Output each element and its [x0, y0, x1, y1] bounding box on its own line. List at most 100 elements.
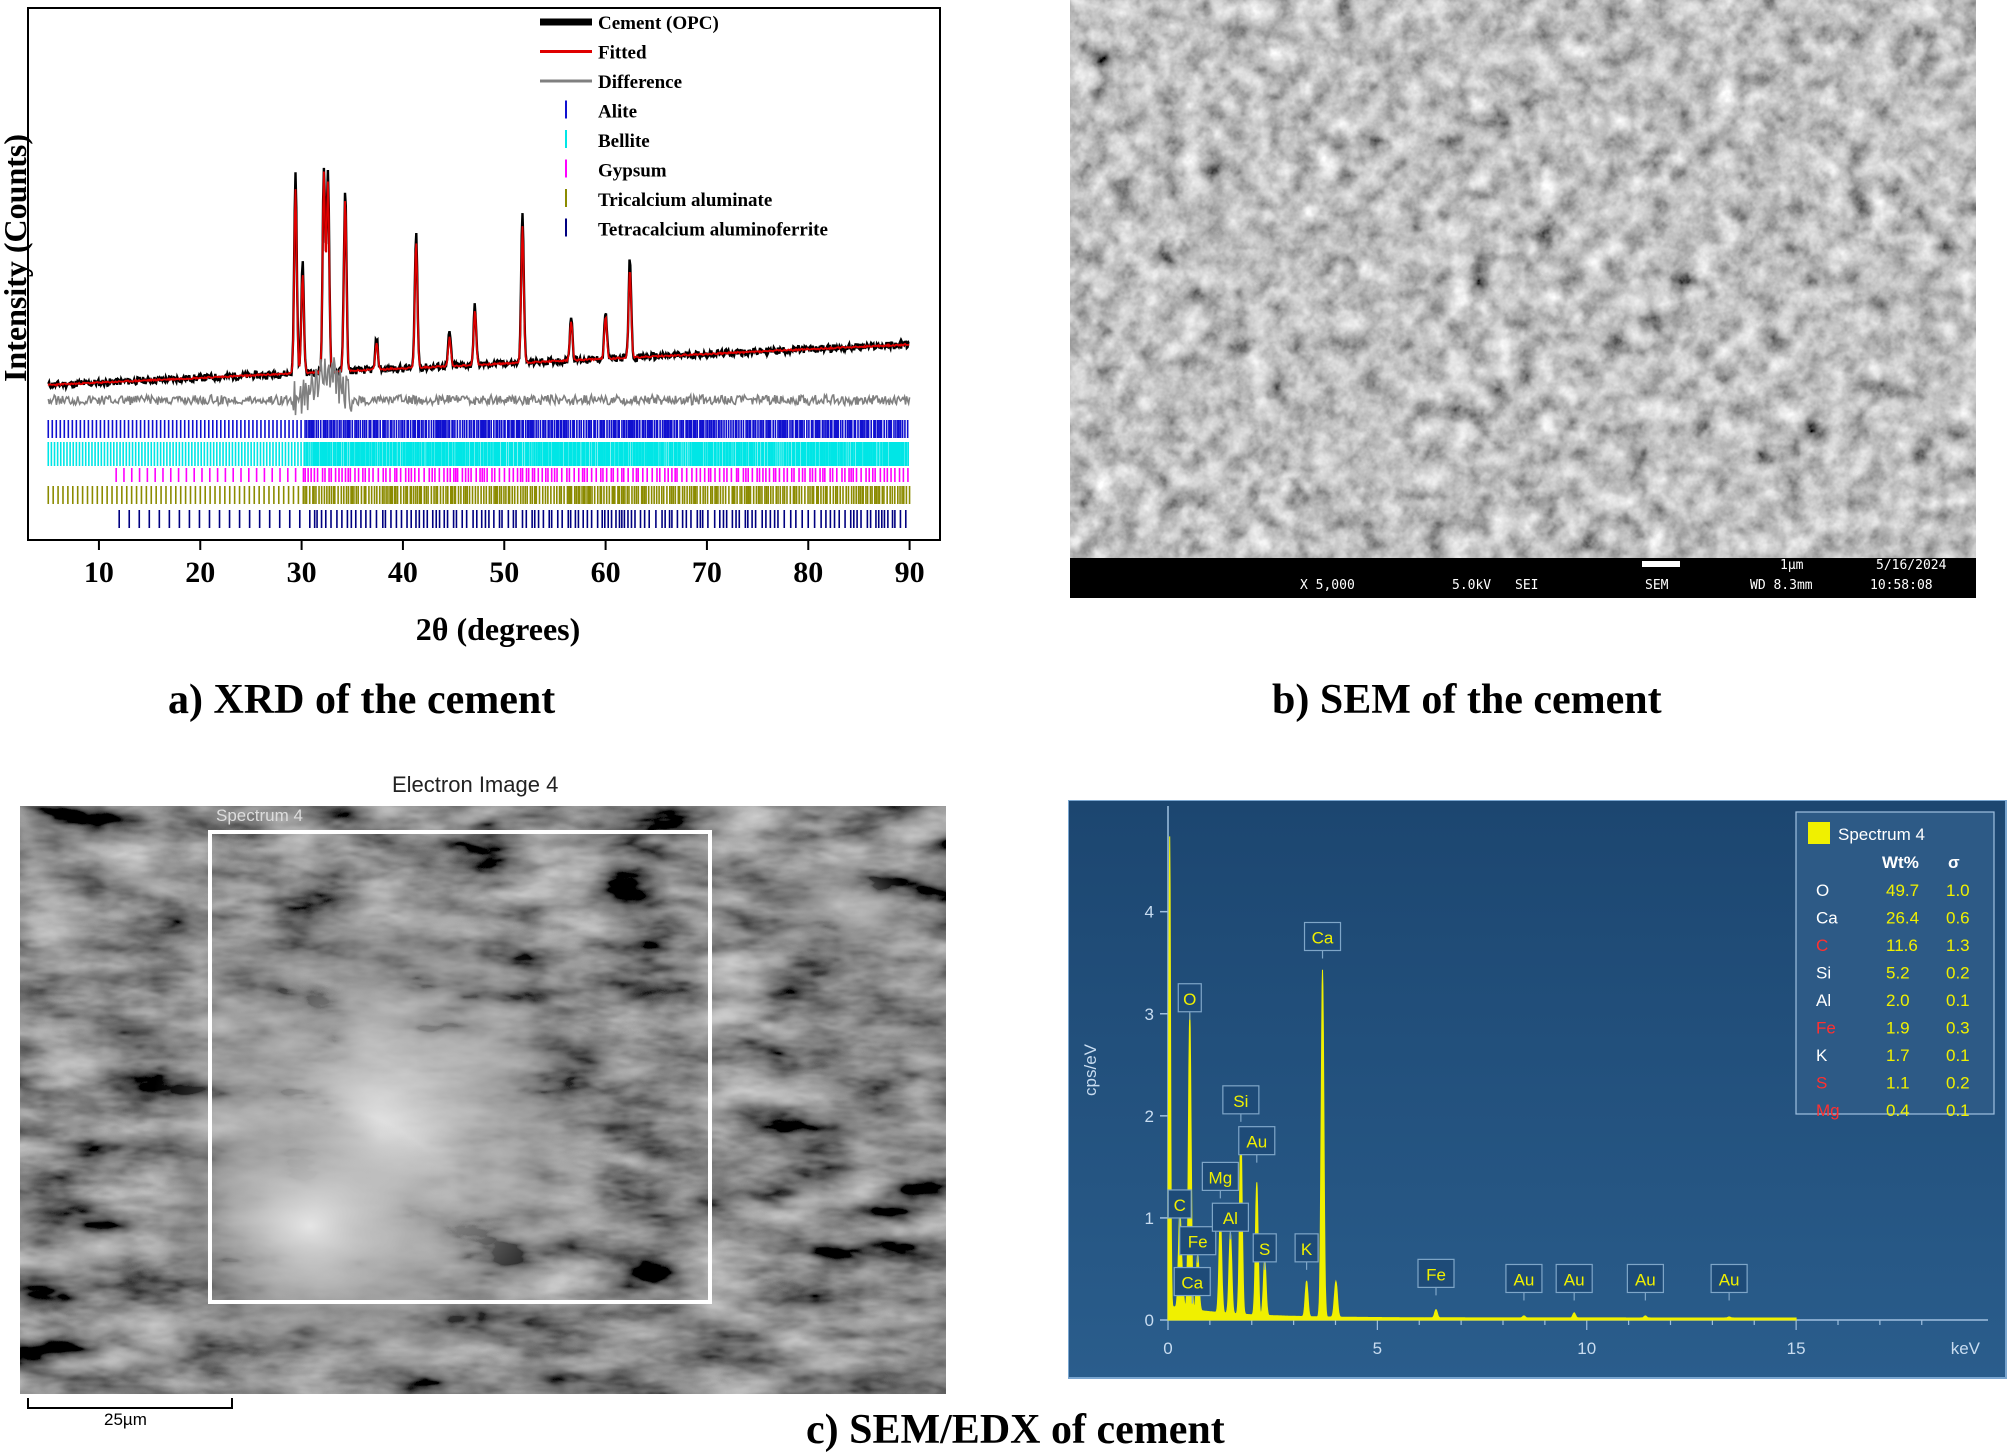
xrd-x-axis-label: 2θ (degrees) — [416, 611, 581, 647]
xrd-plot-frame — [27, 7, 941, 541]
edx-peak-label: K — [1294, 1233, 1319, 1270]
edx-x-axis-label: keV — [1951, 1339, 1981, 1358]
sem-scale-bar — [1642, 561, 1680, 567]
edx-peak-label-text: Ca — [1312, 929, 1334, 948]
xrd-reflection-row-bellite — [47, 442, 909, 466]
sem-image: X 5,000 5.0kV SEI SEM WD 8.3mm 10:58:08 … — [1070, 0, 1976, 598]
edx-spectrum — [1167, 836, 1797, 1321]
edx-table-element: K — [1816, 1046, 1828, 1065]
edx-x-tick-label: 15 — [1787, 1339, 1806, 1358]
edx-peak-label-text: Al — [1223, 1209, 1238, 1228]
xrd-reflection-row-gypsum — [115, 468, 909, 482]
edx-table-element: S — [1816, 1074, 1827, 1093]
edx-table-sigma: 0.1 — [1946, 991, 1970, 1010]
edx-table-wt: 0.4 — [1886, 1101, 1910, 1120]
xrd-x-tick-label: 80 — [793, 556, 823, 589]
edx-table-wt: 1.9 — [1886, 1019, 1910, 1038]
edx-peak-label-text: S — [1259, 1240, 1270, 1259]
edx-peak-label: Si — [1222, 1085, 1260, 1122]
edx-peak-label: Fe — [1417, 1258, 1455, 1296]
edx-table-wt: 1.1 — [1886, 1074, 1910, 1093]
edx-y-tick-label: 3 — [1145, 1005, 1154, 1024]
xrd-x-tick-label: 90 — [895, 556, 925, 589]
xrd-x-tick-label: 40 — [388, 556, 418, 589]
edx-table-element: Fe — [1816, 1019, 1836, 1038]
edx-peak-label-text: O — [1183, 990, 1196, 1009]
edx-peak-label: Au — [1505, 1263, 1543, 1301]
edx-y-tick-label: 2 — [1145, 1107, 1154, 1126]
spectrum-region-box[interactable] — [208, 830, 712, 1304]
sem-texture — [1070, 0, 1976, 598]
edx-peak-label-box — [1238, 1126, 1276, 1156]
edx-table-element: Mg — [1816, 1101, 1840, 1120]
edx-x-tick-label: 5 — [1373, 1339, 1382, 1358]
edx-table-sigma: 0.2 — [1946, 1074, 1970, 1093]
edx-table-element: Al — [1816, 991, 1831, 1010]
edx-y-tick-label: 1 — [1145, 1209, 1154, 1228]
xrd-x-tick-label: 30 — [287, 556, 317, 589]
edx-table-sigma: 0.1 — [1946, 1046, 1970, 1065]
edx-table-sigma: 0.2 — [1946, 964, 1970, 983]
edx-peak-label-box — [1222, 1085, 1260, 1115]
caption-xrd: a) XRD of the cement — [168, 677, 556, 723]
edx-peak-label-text: Au — [1635, 1270, 1656, 1289]
edx-peak-label: Au — [1555, 1263, 1593, 1301]
edx-y-tick-label: 4 — [1145, 903, 1154, 922]
xrd-reflection-row-alite — [47, 420, 909, 438]
edx-table-wt: 5.2 — [1886, 964, 1910, 983]
edx-peak-label: C — [1167, 1189, 1192, 1226]
edx-peak-label: Ca — [1173, 1266, 1211, 1304]
edx-table-wt: 49.7 — [1886, 881, 1919, 900]
xrd-reflection-row-c4af — [118, 510, 907, 528]
sem-info-bar: X 5,000 5.0kV SEI SEM WD 8.3mm 10:58:08 — [1070, 576, 1976, 598]
xrd-legend-label: Bellite — [598, 131, 650, 152]
edx-peak-label: O — [1177, 983, 1202, 1020]
sem-voltage: 5.0kV — [1452, 578, 1492, 593]
edx-peak-label-box — [1252, 1233, 1277, 1263]
xrd-reflection-row-c3a — [47, 486, 911, 504]
edx-y-axis-label: cps/eV — [1081, 1043, 1100, 1096]
xrd-legend-label: Tricalcium aluminate — [598, 190, 772, 211]
electron-scale-bar — [27, 1398, 233, 1409]
xrd-legend-label: Cement (OPC) — [598, 13, 719, 34]
edx-peak-label-box — [1505, 1263, 1543, 1294]
edx-peak-label-box — [1294, 1233, 1319, 1263]
sem-wd: WD 8.3mm — [1750, 578, 1813, 593]
xrd-legend-label: Fitted — [598, 43, 647, 64]
edx-table-wt: 11.6 — [1886, 936, 1918, 955]
xrd-legend-label: Alite — [598, 102, 637, 123]
edx-table-sigma: 0.1 — [1946, 1101, 1970, 1120]
xrd-x-tick-label: 50 — [489, 556, 519, 589]
edx-peak-label: Au — [1710, 1263, 1748, 1301]
edx-peak-label-box — [1173, 1266, 1211, 1297]
edx-x-tick-label: 10 — [1577, 1339, 1596, 1358]
edx-x-tick-label: 0 — [1163, 1339, 1172, 1358]
edx-peak-label-text: Fe — [1426, 1265, 1446, 1284]
edx-peak-label-box — [1626, 1263, 1664, 1294]
edx-peak-label-text: Au — [1514, 1270, 1535, 1289]
edx-table-header: σ — [1948, 853, 1960, 872]
sem-time: 10:58:08 — [1870, 578, 1933, 593]
edx-peak-label-text: Au — [1564, 1270, 1585, 1289]
sem-magnification: X 5,000 — [1300, 578, 1355, 593]
caption-edx: c) SEM/EDX of cement — [806, 1407, 1225, 1453]
edx-peak-label-text: Ca — [1181, 1274, 1203, 1293]
edx-peak-label-text: Fe — [1188, 1233, 1208, 1252]
edx-table-sigma: 1.0 — [1946, 881, 1970, 900]
edx-peak-label-box — [1417, 1258, 1455, 1288]
edx-peak-label: Mg — [1201, 1161, 1239, 1199]
xrd-legend-label: Tetracalcium aluminoferrite — [598, 220, 828, 241]
xrd-observed-line — [47, 167, 910, 393]
xrd-chart: 10 20 30 40 50 60 70 80 90 2θ (degrees) Intensity … — [0, 7, 941, 647]
edx-legend-swatch — [1808, 822, 1830, 844]
electron-image-title: Electron Image 4 — [392, 772, 559, 797]
edx-peak-label-text: K — [1301, 1240, 1313, 1259]
xrd-legend-label: Difference — [598, 72, 682, 93]
spectrum-region-label: Spectrum 4 — [216, 806, 303, 825]
edx-table-sigma: 0.3 — [1946, 1019, 1970, 1038]
sem-date: 5/16/2024 — [1876, 558, 1947, 573]
edx-table-wt: 1.7 — [1886, 1046, 1910, 1065]
caption-sem: b) SEM of the cement — [1272, 677, 1662, 723]
electron-texture — [20, 806, 946, 1394]
